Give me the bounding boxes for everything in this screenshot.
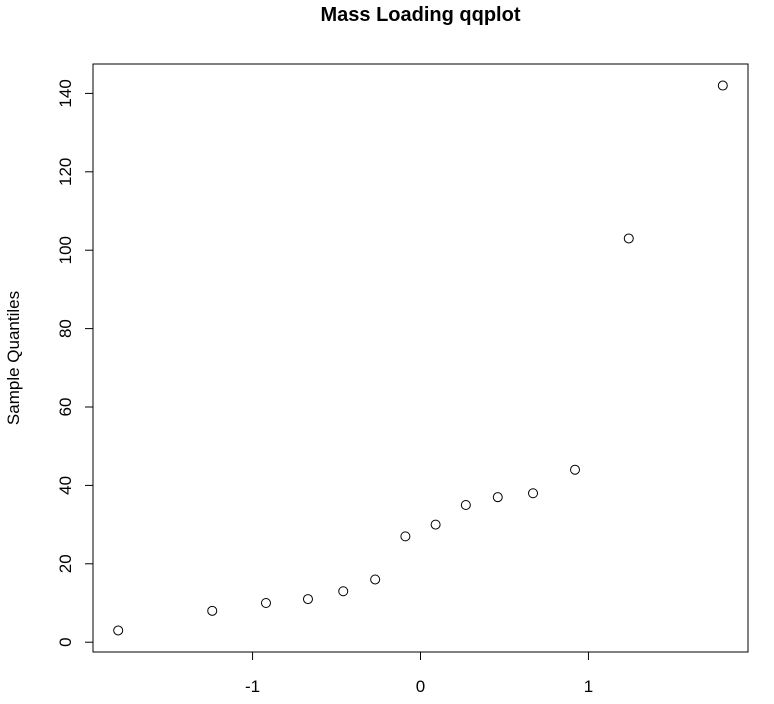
data-point <box>370 574 381 585</box>
data-point <box>338 586 349 597</box>
data-point <box>623 233 634 244</box>
y-tick-label: 80 <box>56 319 75 338</box>
y-tick-label: 120 <box>56 158 75 186</box>
data-point <box>492 492 503 503</box>
data-point <box>260 598 271 608</box>
x-axis: -1 0 1 <box>245 652 593 696</box>
data-point <box>570 464 581 475</box>
y-tick-label: 40 <box>56 476 75 495</box>
y-axis: 0 20 40 60 80 100 120 140 <box>56 79 93 647</box>
y-tick-label: 140 <box>56 79 75 107</box>
x-tick-label: -1 <box>245 677 260 696</box>
data-point <box>302 594 313 605</box>
data-point <box>113 625 124 636</box>
y-tick-label: 20 <box>56 554 75 573</box>
x-tick-label: 1 <box>584 677 593 696</box>
data-points <box>113 80 728 636</box>
data-point <box>460 500 471 510</box>
data-point <box>528 488 539 499</box>
y-tick-label: 100 <box>56 236 75 264</box>
plot-frame <box>92 63 749 653</box>
x-tick-label: 0 <box>416 677 425 696</box>
chart-title: Mass Loading qqplot <box>320 4 521 26</box>
data-point <box>207 605 218 616</box>
y-tick-label: 0 <box>56 637 75 646</box>
data-point <box>430 519 441 530</box>
data-point <box>400 531 411 542</box>
data-point <box>717 80 728 91</box>
y-tick-label: 60 <box>56 398 75 417</box>
